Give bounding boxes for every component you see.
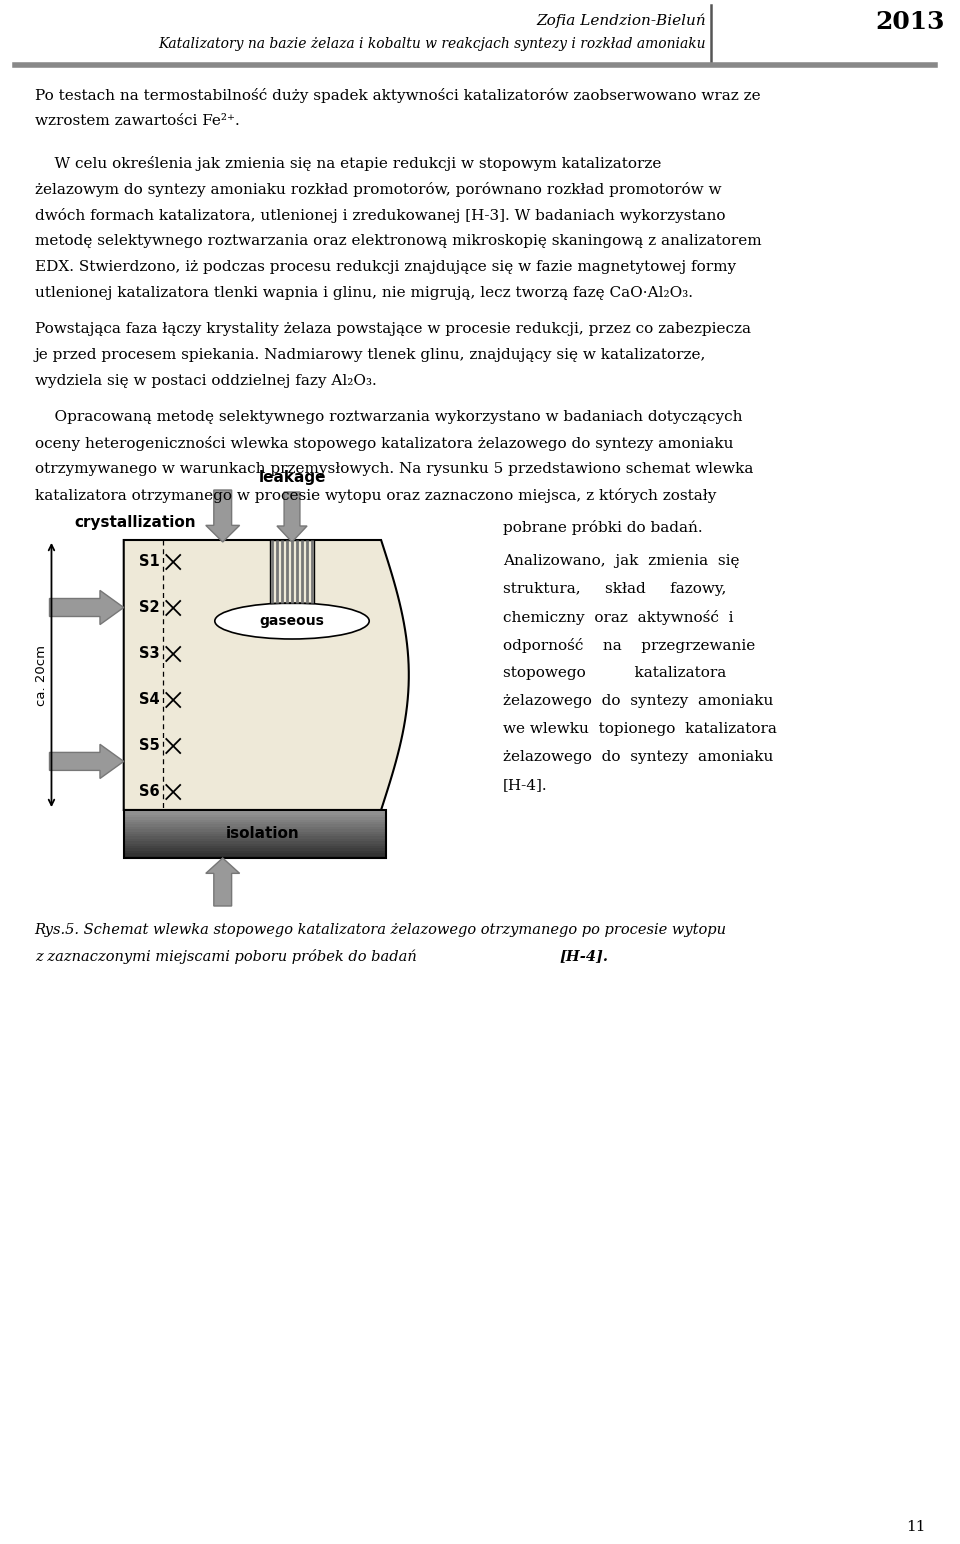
Text: katalizatora otrzymanego w procesie wytopu oraz zaznaczono miejsca, z których zo: katalizatora otrzymanego w procesie wyto… bbox=[35, 488, 716, 503]
Text: Katalizatory na bazie żelaza i kobaltu w reakcjach syntezy i rozkład amoniaku: Katalizatory na bazie żelaza i kobaltu w… bbox=[158, 37, 706, 51]
Polygon shape bbox=[124, 848, 386, 851]
Text: S5: S5 bbox=[138, 738, 159, 753]
Text: EDX. Stwierdzono, iż podczas procesu redukcji znajdujące się w fazie magnetytowe: EDX. Stwierdzono, iż podczas procesu red… bbox=[35, 259, 735, 273]
Text: W celu określenia jak zmienia się na etapie redukcji w stopowym katalizatorze: W celu określenia jak zmienia się na eta… bbox=[35, 156, 661, 171]
Polygon shape bbox=[124, 815, 386, 817]
Polygon shape bbox=[124, 817, 386, 820]
Text: ca. 20cm: ca. 20cm bbox=[35, 644, 47, 706]
Text: Rys.5. Schemat wlewka stopowego katalizatora żelazowego otrzymanego po procesie : Rys.5. Schemat wlewka stopowego kataliza… bbox=[35, 923, 727, 937]
Text: Zofia Lendzion-Bieluń: Zofia Lendzion-Bieluń bbox=[536, 14, 706, 28]
Text: Po testach na termostabilność duży spadek aktywności katalizatorów zaobserwowano: Po testach na termostabilność duży spade… bbox=[35, 88, 760, 103]
FancyArrow shape bbox=[276, 493, 307, 542]
Text: struktura,     skład     fazowy,: struktura, skład fazowy, bbox=[503, 582, 726, 596]
Text: crystallization: crystallization bbox=[74, 516, 196, 530]
Text: dwóch formach katalizatora, utlenionej i zredukowanej [H-3]. W badaniach wykorzy: dwóch formach katalizatora, utlenionej i… bbox=[35, 208, 725, 222]
Polygon shape bbox=[124, 820, 386, 821]
Text: we wlewku  topionego  katalizatora: we wlewku topionego katalizatora bbox=[503, 723, 777, 736]
Text: chemiczny  oraz  aktywność  i: chemiczny oraz aktywność i bbox=[503, 610, 733, 625]
FancyArrow shape bbox=[205, 489, 240, 542]
FancyArrow shape bbox=[50, 744, 124, 778]
Text: utlenionej katalizatora tlenki wapnia i glinu, nie migrują, lecz tworzą fazę CaO: utlenionej katalizatora tlenki wapnia i … bbox=[35, 286, 693, 300]
Text: Opracowaną metodę selektywnego roztwarzania wykorzystano w badaniach dotyczących: Opracowaną metodę selektywnego roztwarza… bbox=[35, 411, 742, 425]
Text: wydziela się w postaci oddzielnej fazy Al₂O₃.: wydziela się w postaci oddzielnej fazy A… bbox=[35, 374, 376, 388]
Text: gaseous: gaseous bbox=[259, 615, 324, 628]
Text: [H-4].: [H-4]. bbox=[503, 778, 547, 792]
Polygon shape bbox=[124, 834, 386, 837]
Text: pobrane próbki do badań.: pobrane próbki do badań. bbox=[503, 520, 703, 536]
Polygon shape bbox=[124, 824, 386, 826]
Text: [H-4].: [H-4]. bbox=[560, 950, 609, 963]
Text: żelazowego  do  syntezy  amoniaku: żelazowego do syntezy amoniaku bbox=[503, 693, 773, 709]
Polygon shape bbox=[124, 821, 386, 824]
Text: odporność    na    przegrzewanie: odporność na przegrzewanie bbox=[503, 638, 756, 653]
Polygon shape bbox=[124, 540, 409, 811]
Polygon shape bbox=[124, 826, 386, 829]
Ellipse shape bbox=[215, 604, 370, 639]
Text: Powstająca faza łączy krystality żelaza powstające w procesie redukcji, przez co: Powstająca faza łączy krystality żelaza … bbox=[35, 323, 751, 337]
Text: isolation: isolation bbox=[226, 826, 300, 841]
Polygon shape bbox=[124, 811, 386, 812]
Text: 2013: 2013 bbox=[876, 9, 946, 34]
Polygon shape bbox=[124, 851, 386, 854]
Polygon shape bbox=[124, 846, 386, 848]
Polygon shape bbox=[124, 832, 386, 834]
Text: S6: S6 bbox=[139, 784, 159, 800]
Polygon shape bbox=[124, 841, 386, 843]
Text: z zaznaczonymi miejscami poboru próbek do badań: z zaznaczonymi miejscami poboru próbek d… bbox=[35, 950, 421, 963]
Text: oceny heterogeniczności wlewka stopowego katalizatora żelazowego do syntezy amon: oceny heterogeniczności wlewka stopowego… bbox=[35, 435, 733, 451]
Text: je przed procesem spiekania. Nadmiarowy tlenek glinu, znajdujący się w katalizat: je przed procesem spiekania. Nadmiarowy … bbox=[35, 347, 706, 361]
Text: 11: 11 bbox=[906, 1519, 925, 1535]
Bar bbox=[270, 540, 314, 604]
Polygon shape bbox=[124, 837, 386, 838]
FancyArrow shape bbox=[205, 858, 240, 906]
Polygon shape bbox=[124, 843, 386, 846]
Text: leakage: leakage bbox=[258, 469, 325, 485]
Text: Analizowano,  jak  zmienia  się: Analizowano, jak zmienia się bbox=[503, 554, 739, 568]
Text: S2: S2 bbox=[139, 601, 159, 616]
Text: metodę selektywnego roztwarzania oraz elektronową mikroskopię skaningową z anali: metodę selektywnego roztwarzania oraz el… bbox=[35, 235, 761, 249]
Polygon shape bbox=[124, 854, 386, 855]
Polygon shape bbox=[124, 855, 386, 858]
Text: S4: S4 bbox=[139, 693, 159, 707]
Text: stopowego          katalizatora: stopowego katalizatora bbox=[503, 665, 726, 679]
Text: S1: S1 bbox=[138, 554, 159, 570]
Text: żelazowego  do  syntezy  amoniaku: żelazowego do syntezy amoniaku bbox=[503, 750, 773, 764]
Text: S3: S3 bbox=[139, 647, 159, 661]
Text: żelazowym do syntezy amoniaku rozkład promotorów, porównano rozkład promotorów w: żelazowym do syntezy amoniaku rozkład pr… bbox=[35, 182, 721, 198]
Polygon shape bbox=[124, 812, 386, 815]
Text: wzrostem zawartości Fe²⁺.: wzrostem zawartości Fe²⁺. bbox=[35, 114, 239, 128]
FancyArrow shape bbox=[50, 590, 124, 625]
Text: otrzymywanego w warunkach przemysłowych. Na rysunku 5 przedstawiono schemat wlew: otrzymywanego w warunkach przemysłowych.… bbox=[35, 462, 753, 476]
Polygon shape bbox=[124, 829, 386, 832]
Polygon shape bbox=[124, 838, 386, 841]
